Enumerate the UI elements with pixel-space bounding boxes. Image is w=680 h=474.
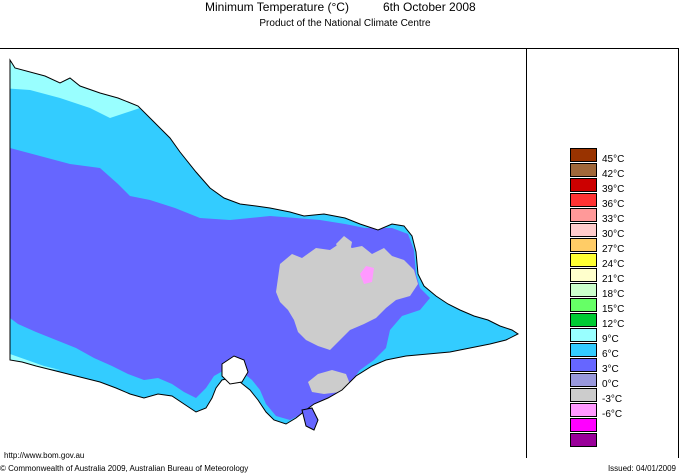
legend-item: 45°C bbox=[570, 148, 670, 165]
legend-label: 39°C bbox=[602, 184, 625, 195]
legend-label: 9°C bbox=[602, 334, 619, 345]
legend-swatch bbox=[570, 358, 597, 372]
legend-item: -6°C bbox=[570, 403, 670, 420]
legend-swatch bbox=[570, 253, 597, 267]
band-0c-south bbox=[308, 370, 350, 394]
legend-swatch bbox=[570, 238, 597, 252]
legend-item: 24°C bbox=[570, 253, 670, 270]
port-phillip-bay bbox=[221, 355, 249, 385]
band-3c-main bbox=[10, 148, 430, 420]
legend-item: 39°C bbox=[570, 178, 670, 195]
legend-swatch bbox=[570, 403, 597, 417]
legend-label: -6°C bbox=[602, 409, 623, 420]
legend-swatch bbox=[570, 298, 597, 312]
legend-item bbox=[570, 433, 670, 448]
legend-swatch bbox=[570, 373, 597, 387]
legend-label: 45°C bbox=[602, 154, 625, 165]
legend-label: 18°C bbox=[602, 289, 625, 300]
legend-swatch bbox=[570, 268, 597, 282]
legend-swatch bbox=[570, 223, 597, 237]
map-frame bbox=[0, 48, 679, 458]
legend-label: 36°C bbox=[602, 199, 625, 210]
map-date: 6th October 2008 bbox=[383, 0, 476, 14]
title-line: Minimum Temperature (°C) 6th October 200… bbox=[0, 0, 680, 16]
legend-swatch bbox=[570, 193, 597, 207]
legend-item: 0°C bbox=[570, 373, 670, 390]
legend-item: 9°C bbox=[570, 328, 670, 345]
legend-item: 12°C bbox=[570, 313, 670, 330]
legend-swatch bbox=[570, 343, 597, 357]
legend-label: 27°C bbox=[602, 244, 625, 255]
legend-label: -3°C bbox=[602, 394, 623, 405]
legend-item: 33°C bbox=[570, 208, 670, 225]
legend-swatch bbox=[570, 178, 597, 192]
footer-copyright: © Commonwealth of Australia 2009, Austra… bbox=[0, 464, 249, 473]
legend-label: 21°C bbox=[602, 274, 625, 285]
legend-swatch bbox=[570, 418, 597, 432]
map-title: Minimum Temperature (°C) bbox=[205, 0, 349, 14]
wilsons-promontory bbox=[301, 407, 319, 431]
legend-item: 30°C bbox=[570, 223, 670, 240]
legend-item: 18°C bbox=[570, 283, 670, 300]
legend-item: 36°C bbox=[570, 193, 670, 210]
legend-label: 0°C bbox=[602, 379, 619, 390]
legend-item: 3°C bbox=[570, 358, 670, 375]
legend-item: 21°C bbox=[570, 268, 670, 285]
legend-label: 30°C bbox=[602, 229, 625, 240]
legend-swatch bbox=[570, 148, 597, 162]
legend-label: 33°C bbox=[602, 214, 625, 225]
legend-label: 12°C bbox=[602, 319, 625, 330]
map-subtitle: Product of the National Climate Centre bbox=[259, 18, 431, 29]
legend-swatch bbox=[570, 208, 597, 222]
legend-swatch bbox=[570, 163, 597, 177]
victoria-map bbox=[9, 59, 519, 431]
legend-label: 6°C bbox=[602, 349, 619, 360]
legend-item: 15°C bbox=[570, 298, 670, 315]
legend-item bbox=[570, 418, 670, 433]
legend-item: 27°C bbox=[570, 238, 670, 255]
legend-label: 42°C bbox=[602, 169, 625, 180]
legend-swatch bbox=[570, 388, 597, 402]
legend-item: 6°C bbox=[570, 343, 670, 360]
band-neg3c-alpine bbox=[360, 266, 374, 284]
legend-swatch bbox=[570, 328, 597, 342]
legend-label: 24°C bbox=[602, 259, 625, 270]
legend-swatch bbox=[570, 433, 597, 447]
legend-label: 3°C bbox=[602, 364, 619, 375]
legend-item: 42°C bbox=[570, 163, 670, 180]
footer-issued: Issued: 04/01/2009 bbox=[607, 464, 676, 473]
footer-url[interactable]: http://www.bom.gov.au bbox=[4, 451, 85, 460]
legend-item: -3°C bbox=[570, 388, 670, 405]
legend-label: 15°C bbox=[602, 304, 625, 315]
frame-divider bbox=[526, 48, 527, 458]
legend-swatch bbox=[570, 313, 597, 327]
band-0c-peak bbox=[336, 236, 352, 252]
band-0c-highlands bbox=[276, 242, 418, 350]
legend-swatch bbox=[570, 283, 597, 297]
